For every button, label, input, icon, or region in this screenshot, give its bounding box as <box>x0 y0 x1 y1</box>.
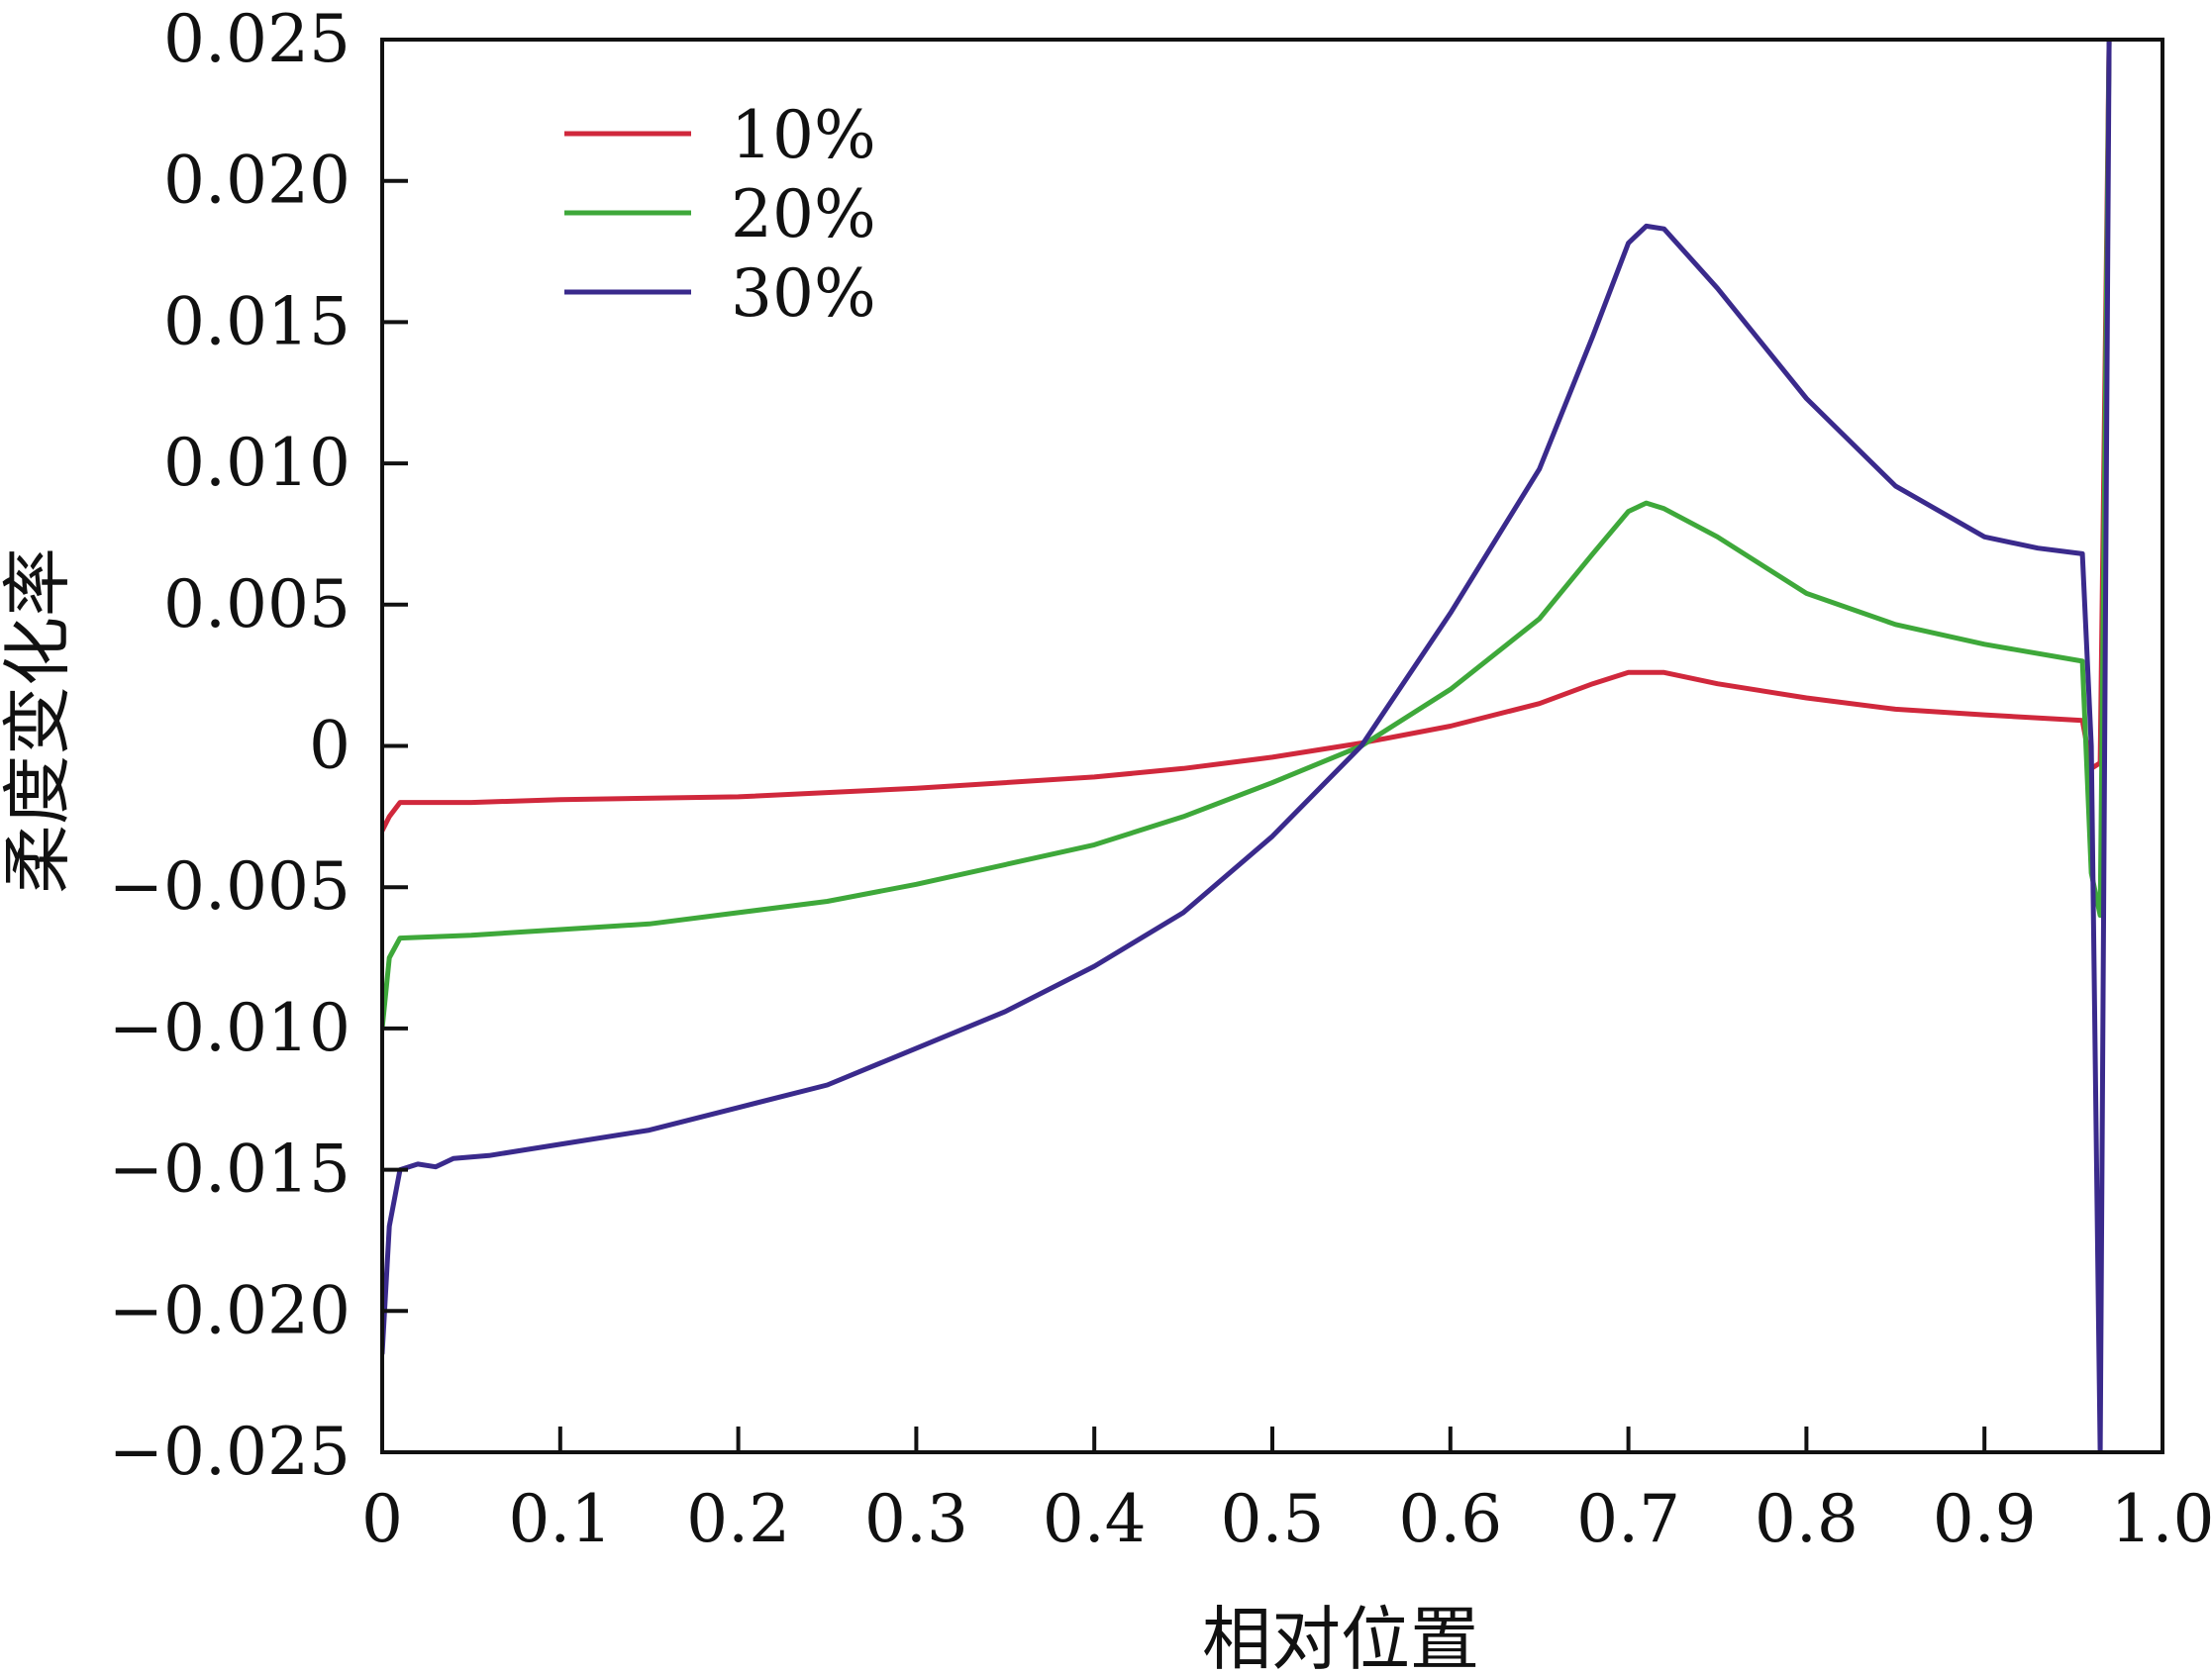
y-tick-label: 0.020 <box>163 143 351 219</box>
x-tick-label: 0.9 <box>1933 1481 2037 1557</box>
x-tick-label: 0.4 <box>1043 1481 1147 1557</box>
series-layer <box>382 40 2112 1452</box>
x-tick-label: 0.6 <box>1398 1481 1502 1557</box>
y-axis-ticks <box>382 38 408 1454</box>
series-line-3 <box>382 40 2112 1452</box>
y-tick-label: 0.015 <box>163 283 351 359</box>
legend-label-1: 10% <box>731 97 876 173</box>
series-line-2 <box>382 40 2112 1032</box>
x-tick-label: 0.1 <box>508 1481 612 1557</box>
x-axis-ticks <box>380 1427 2164 1452</box>
y-tick-label: 0.025 <box>163 1 351 77</box>
x-axis-title: 相对位置 <box>1202 1599 1479 1675</box>
series-line-1 <box>382 40 2112 834</box>
y-axis-title: 柔度变化率 <box>0 547 78 894</box>
y-tick-label: −0.005 <box>109 848 351 925</box>
x-tick-label: 0.2 <box>686 1481 790 1557</box>
x-tick-label: 0.5 <box>1221 1481 1325 1557</box>
y-tick-label: 0.010 <box>163 425 351 501</box>
x-tick-label: 0.8 <box>1755 1481 1859 1557</box>
y-tick-label: −0.010 <box>109 990 351 1066</box>
y-tick-label: −0.020 <box>109 1272 351 1348</box>
x-tick-label: 1.0 <box>2111 1481 2212 1557</box>
x-axis-tick-labels: 0 0.1 0.2 0.3 0.4 0.5 0.6 0.7 0.8 0.9 1.0 <box>361 1481 2212 1557</box>
x-tick-label: 0.7 <box>1576 1481 1680 1557</box>
y-axis-tick-labels: 0.025 0.020 0.015 0.010 0.005 0 −0.005 −0.010 −0… <box>109 1 351 1490</box>
y-tick-label: 0.005 <box>163 566 351 642</box>
legend: 10%20%30% <box>564 97 876 332</box>
x-tick-label: 0 <box>361 1481 403 1557</box>
y-tick-label: 0 <box>309 708 351 784</box>
legend-label-2: 20% <box>731 176 876 252</box>
y-tick-label: −0.025 <box>109 1414 351 1490</box>
legend-label-3: 30% <box>731 255 876 332</box>
x-tick-label: 0.3 <box>864 1481 968 1557</box>
y-tick-label: −0.015 <box>109 1132 351 1208</box>
